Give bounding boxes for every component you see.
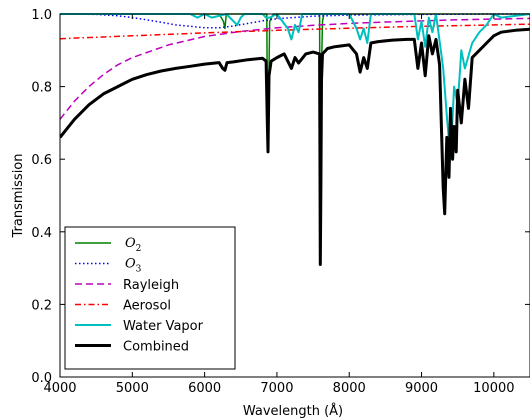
x-axis-label: Wavelength (Å) [243, 403, 343, 419]
series-line-rayleigh [60, 17, 530, 120]
y-tick-label: 0.6 [31, 153, 52, 168]
y-axis-label: Transmission [11, 154, 26, 239]
y-tick-label: 0.2 [31, 298, 52, 313]
y-tick-label: 0.8 [31, 81, 52, 96]
y-tick-label: 1.0 [31, 8, 52, 23]
x-tick-label: 5000 [116, 381, 149, 396]
x-tick-label: 7000 [260, 381, 293, 396]
legend-label: Combined [123, 340, 189, 355]
x-tick-label: 8000 [333, 381, 366, 396]
x-tick-label: 10000 [473, 381, 514, 396]
legend-label: Aerosol [123, 299, 171, 314]
legend-label: Rayleigh [123, 278, 179, 293]
series-line-o2 [60, 13, 530, 262]
legend-label-subscript: 2 [136, 244, 142, 254]
legend-label: Water Vapor [123, 319, 204, 334]
ticks-layer: 4000 5000 6000 7000 8000 9000 10000 0.0 0.2 0.4 0.… [31, 8, 530, 396]
plot-frame [59, 13, 530, 378]
x-tick-label: 4000 [43, 381, 76, 396]
y-tick-label: 0.4 [31, 226, 52, 241]
y-tick-label: 0.0 [31, 371, 52, 386]
x-tick-label: 6000 [188, 381, 221, 396]
series-line-aerosol [60, 23, 530, 40]
legend-label-subscript: 3 [136, 265, 142, 275]
series-line-water-vapor [60, 13, 530, 161]
series-line-combined [60, 27, 530, 266]
x-tick-label: 9000 [405, 381, 438, 396]
